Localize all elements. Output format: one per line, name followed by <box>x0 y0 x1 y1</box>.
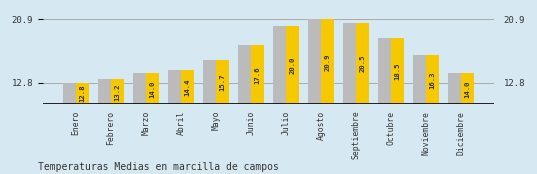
Text: 18.5: 18.5 <box>395 62 401 80</box>
Text: 15.7: 15.7 <box>220 73 226 91</box>
Text: 14.0: 14.0 <box>149 80 156 98</box>
Bar <box>413 55 426 174</box>
Bar <box>448 73 461 174</box>
Bar <box>273 26 286 174</box>
Bar <box>169 70 180 174</box>
Bar <box>321 19 333 174</box>
Text: 20.0: 20.0 <box>289 57 295 74</box>
Bar <box>216 60 229 174</box>
Bar <box>204 60 216 174</box>
Text: Temperaturas Medias en marcilla de campos: Temperaturas Medias en marcilla de campo… <box>38 162 279 172</box>
Bar <box>133 73 146 174</box>
Bar <box>343 23 355 174</box>
Text: 12.8: 12.8 <box>79 85 85 102</box>
Text: 16.3: 16.3 <box>430 71 436 89</box>
Bar <box>63 83 76 174</box>
Text: 20.5: 20.5 <box>359 55 366 72</box>
Text: 14.0: 14.0 <box>465 80 470 98</box>
Bar <box>182 70 194 174</box>
Bar <box>461 73 474 174</box>
Bar <box>286 26 299 174</box>
Bar <box>308 19 321 174</box>
Bar <box>147 73 158 174</box>
Bar <box>98 80 111 174</box>
Bar <box>238 45 251 174</box>
Bar <box>357 23 368 174</box>
Bar <box>391 38 404 174</box>
Bar <box>379 38 390 174</box>
Text: 20.9: 20.9 <box>324 53 330 71</box>
Bar <box>111 80 124 174</box>
Text: 17.6: 17.6 <box>255 66 260 84</box>
Text: 14.4: 14.4 <box>185 78 191 96</box>
Bar <box>251 45 264 174</box>
Bar <box>76 83 89 174</box>
Text: 13.2: 13.2 <box>114 83 120 101</box>
Bar <box>426 55 439 174</box>
